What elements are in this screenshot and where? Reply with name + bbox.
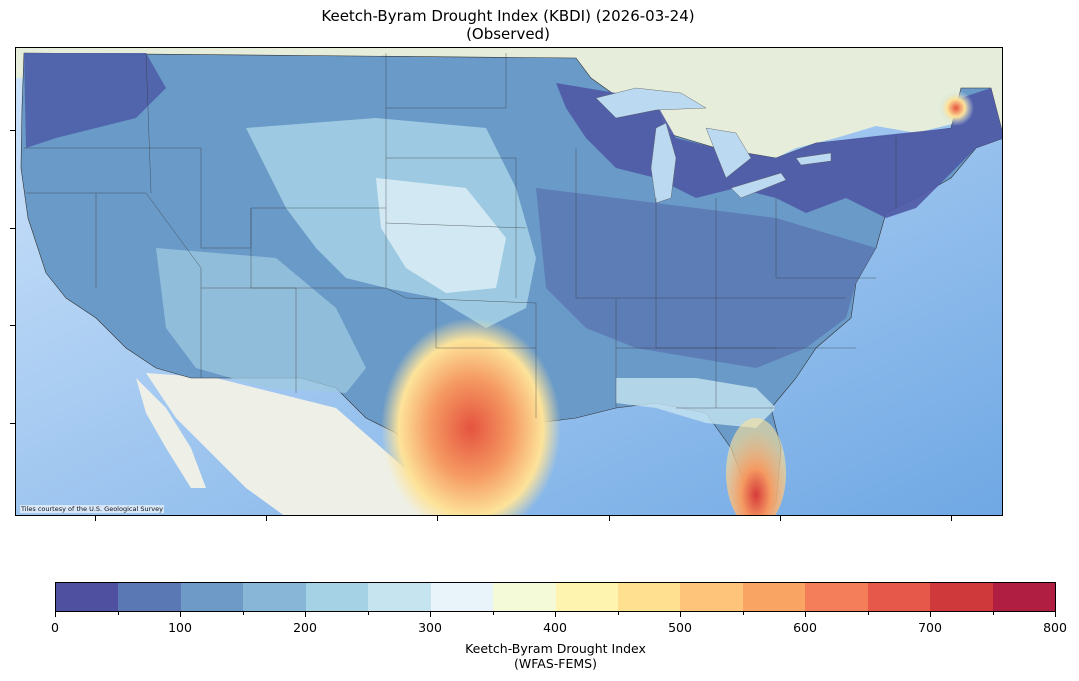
colorbar-minor-tick	[867, 612, 869, 615]
x-axis-tick	[609, 516, 610, 521]
colorbar-title-line-1: Keetch-Byram Drought Index	[465, 641, 646, 656]
boundary-line	[385, 222, 527, 229]
colorbar-segment	[243, 583, 306, 611]
lake-michigan	[650, 122, 677, 204]
colorbar-major-tick	[1055, 612, 1056, 617]
colorbar-minor-tick	[617, 612, 619, 615]
boundary-line	[385, 287, 537, 304]
colorbar-major-tick	[305, 612, 306, 617]
boundary-line	[386, 53, 507, 109]
boundary-line	[435, 298, 536, 349]
boundary-line	[575, 148, 617, 408]
kbdi-zone-50-150-east	[536, 188, 876, 368]
colorbar-segment	[805, 583, 868, 611]
y-axis-tick	[10, 130, 15, 131]
colorbar-segment	[430, 583, 494, 611]
lake-erie	[730, 172, 787, 199]
colorbar-tick-label: 100	[168, 620, 192, 635]
colorbar-major-tick	[680, 612, 681, 617]
colorbar-tick-label: 0	[51, 620, 59, 635]
colorbar-segment	[742, 583, 806, 611]
colorbar-segment	[680, 583, 743, 611]
colorbar-title-line-2: (WFAS-FEMS)	[514, 656, 597, 671]
colorbar-segment	[305, 583, 369, 611]
colorbar-major-tick	[805, 612, 806, 617]
colorbar-major-tick	[555, 612, 556, 617]
colorbar-minor-tick	[242, 612, 244, 615]
colorbar-segment	[118, 583, 181, 611]
colorbar-tick-label: 800	[1043, 620, 1067, 635]
chart-title: Keetch-Byram Drought Index (KBDI) (2026-…	[0, 7, 1016, 43]
colorbar-segment	[56, 583, 119, 611]
lake-ontario	[795, 152, 832, 166]
x-axis-tick	[437, 516, 438, 521]
colorbar-segment	[992, 583, 1055, 611]
kbdi-zone-300-350-center	[376, 178, 506, 293]
colorbar-major-tick	[930, 612, 931, 617]
colorbar-minor-tick	[742, 612, 744, 615]
kbdi-zone-texas-high	[381, 318, 561, 515]
y-axis-tick	[10, 228, 15, 229]
map-panel[interactable]: Tiles courtesy of the U.S. Geological Su…	[15, 47, 1003, 516]
boundary-line	[250, 208, 387, 289]
title-line-1: Keetch-Byram Drought Index (KBDI) (2026-…	[321, 7, 695, 25]
colorbar-major-tick	[180, 612, 181, 617]
colorbar-tick-label: 300	[418, 620, 442, 635]
boundary-line	[775, 198, 876, 279]
colorbar-segment	[617, 583, 681, 611]
boundary-line	[145, 52, 152, 194]
colorbar-segment	[493, 583, 556, 611]
colorbar-segment	[180, 583, 244, 611]
colorbar-minor-tick	[117, 612, 119, 615]
colorbar-segment	[930, 583, 993, 611]
canada-land	[16, 48, 1002, 173]
kbdi-zone-200-300-southwest	[156, 248, 366, 393]
colorbar-title: Keetch-Byram Drought Index (WFAS-FEMS)	[55, 641, 1056, 671]
colorbar-tick-label: 500	[668, 620, 692, 635]
y-axis-tick	[10, 423, 15, 424]
colorbar-segment	[555, 583, 618, 611]
title-line-2: (Observed)	[466, 25, 550, 43]
x-axis-tick	[266, 516, 267, 521]
colorbar-segment	[368, 583, 431, 611]
colorbar-tick-label: 600	[793, 620, 817, 635]
x-axis-tick	[780, 516, 781, 521]
kbdi-map	[16, 48, 1002, 515]
kbdi-zone-0-50-northwest	[24, 53, 166, 148]
colorbar-tick-label: 200	[293, 620, 317, 635]
colorbar-minor-tick	[367, 612, 369, 615]
colorbar	[55, 582, 1056, 612]
colorbar-major-tick	[55, 612, 56, 617]
boundary-line	[201, 287, 297, 393]
colorbar-minor-tick	[992, 612, 994, 615]
colorbar-major-tick	[430, 612, 431, 617]
x-axis-tick	[95, 516, 96, 521]
colorbar-segment	[867, 583, 931, 611]
colorbar-tick-label: 700	[918, 620, 942, 635]
colorbar-minor-tick	[492, 612, 494, 615]
y-axis-tick	[10, 325, 15, 326]
x-axis-tick	[951, 516, 952, 521]
kbdi-zone-florida-high	[726, 418, 786, 515]
colorbar-tick-label: 400	[543, 620, 567, 635]
boundary-line	[26, 192, 202, 378]
map-attribution: Tiles courtesy of the U.S. Geological Su…	[20, 505, 164, 513]
kbdi-zone-maine-high	[938, 90, 974, 126]
kbdi-zone-250-350-southeast	[616, 378, 776, 428]
state-boundaries	[24, 52, 897, 418]
lake-huron	[705, 127, 752, 179]
baja-land	[136, 378, 206, 488]
kbdi-zone-0-50-northeast	[556, 83, 1002, 218]
lake-superior	[595, 87, 707, 119]
